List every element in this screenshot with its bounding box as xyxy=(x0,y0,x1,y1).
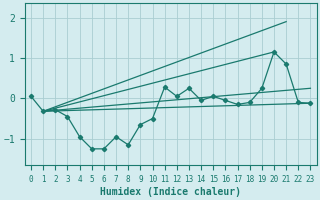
X-axis label: Humidex (Indice chaleur): Humidex (Indice chaleur) xyxy=(100,186,241,197)
